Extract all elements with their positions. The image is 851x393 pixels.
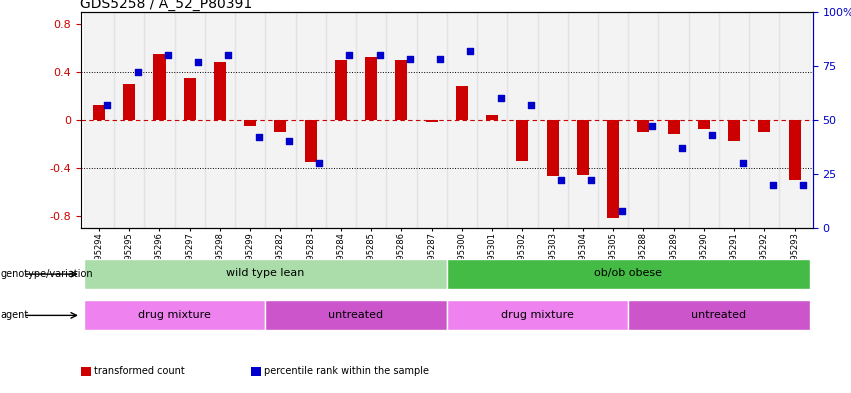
Bar (607, 120, 620, 219)
Bar (205, 12, 235, 228)
Text: ob/ob obese: ob/ob obese (594, 268, 662, 279)
Point (343, 52, 357, 58)
Bar (477, 12, 507, 228)
Bar (93, 105, 105, 120)
Text: agent: agent (1, 310, 29, 320)
Point (191, 58, 205, 64)
Bar (426, 120, 437, 122)
Bar (486, 115, 498, 120)
Bar (447, 300, 628, 331)
Bar (295, 12, 326, 228)
Bar (517, 120, 528, 161)
Point (645, 123, 659, 130)
Point (131, 69, 145, 75)
Bar (326, 12, 356, 228)
Bar (84, 300, 266, 331)
Point (675, 145, 688, 151)
Point (766, 182, 780, 188)
Bar (123, 84, 135, 120)
Bar (416, 12, 447, 228)
Text: percentile rank within the sample: percentile rank within the sample (264, 366, 429, 376)
Bar (698, 120, 710, 129)
Point (705, 132, 719, 138)
Point (312, 160, 326, 166)
Bar (456, 86, 468, 120)
Bar (719, 12, 749, 228)
Text: GDS5258 / A_52_P80391: GDS5258 / A_52_P80391 (80, 0, 253, 11)
Bar (688, 12, 719, 228)
Bar (577, 120, 589, 175)
Bar (266, 12, 295, 228)
Bar (789, 120, 801, 180)
Text: drug mixture: drug mixture (138, 310, 211, 320)
Point (524, 101, 538, 108)
Point (221, 52, 235, 58)
Bar (365, 57, 377, 120)
Bar (659, 12, 688, 228)
Text: untreated: untreated (328, 310, 384, 320)
Point (373, 52, 386, 58)
Bar (214, 62, 226, 120)
Bar (356, 12, 386, 228)
Point (494, 95, 507, 101)
Bar (628, 300, 809, 331)
Bar (386, 12, 416, 228)
Point (161, 52, 174, 58)
Bar (396, 60, 408, 120)
Bar (114, 12, 145, 228)
Bar (244, 120, 256, 126)
Bar (628, 12, 659, 228)
Point (736, 160, 750, 166)
Text: genotype/variation: genotype/variation (1, 269, 94, 279)
Point (614, 208, 628, 214)
Point (100, 101, 114, 108)
Text: wild type lean: wild type lean (226, 268, 305, 279)
Bar (235, 12, 266, 228)
Bar (568, 12, 598, 228)
Point (464, 48, 477, 54)
Text: drug mixture: drug mixture (501, 310, 574, 320)
Point (554, 177, 568, 184)
Bar (153, 54, 166, 120)
Bar (447, 12, 477, 228)
Bar (728, 120, 740, 141)
Bar (84, 259, 447, 289)
Bar (174, 12, 205, 228)
Bar (84, 12, 114, 228)
Bar (145, 12, 174, 228)
Bar (447, 259, 809, 289)
Bar (546, 120, 558, 176)
Bar (266, 300, 447, 331)
Point (252, 134, 266, 140)
Bar (507, 12, 538, 228)
Bar (184, 78, 196, 120)
Bar (637, 120, 649, 132)
Bar (274, 120, 287, 132)
Bar (667, 120, 680, 134)
Point (433, 56, 447, 62)
Bar (749, 12, 780, 228)
Bar (305, 120, 317, 162)
Point (403, 56, 417, 62)
Point (282, 138, 295, 145)
Bar (758, 120, 770, 132)
Bar (598, 12, 628, 228)
Text: transformed count: transformed count (94, 366, 185, 376)
Text: untreated: untreated (691, 310, 746, 320)
Point (797, 182, 810, 188)
Point (585, 177, 598, 184)
Bar (780, 12, 809, 228)
Bar (335, 60, 347, 120)
Bar (538, 12, 568, 228)
